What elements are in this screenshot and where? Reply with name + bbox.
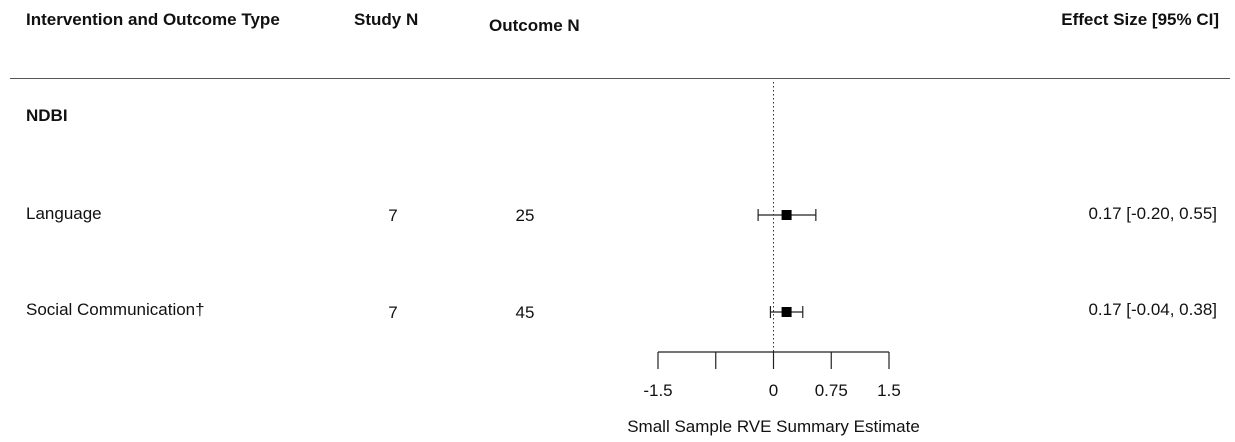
row-outcome-n-social-communication: 45 (515, 303, 535, 322)
header-study-n: Study N (354, 10, 419, 29)
row-effect-language: 0.17 [-0.20, 0.55] (1088, 204, 1217, 223)
header-divider (10, 78, 1230, 79)
header-intervention-outcome-type: Intervention and Outcome Type (26, 10, 280, 29)
row-label-language: Language (26, 204, 102, 223)
ci-mark-language (757, 209, 817, 221)
row-effect-social-communication: 0.17 [-0.04, 0.38] (1088, 300, 1217, 319)
point-estimate-language (781, 210, 792, 220)
row-study-n-language: 7 (388, 206, 398, 225)
row-outcome-n-language: 25 (515, 206, 535, 225)
row-study-n-social-communication: 7 (388, 303, 398, 322)
x-tick-label: 0 (769, 381, 778, 400)
x-tick-label: 0.75 (815, 381, 848, 400)
x-tick-label: 1.5 (877, 381, 901, 400)
x-tick-label: -1.5 (643, 381, 672, 400)
x-axis-label: Small Sample RVE Summary Estimate (627, 417, 920, 436)
header-outcome-n: Outcome N (489, 16, 580, 35)
ci-mark-social-communication (769, 306, 804, 318)
row-label-social-communication: Social Communication† (26, 300, 205, 319)
point-estimate-social-communication (781, 307, 792, 317)
header-effect-size: Effect Size [95% CI] (1061, 10, 1219, 29)
group-label-ndbi: NDBI (26, 106, 68, 125)
